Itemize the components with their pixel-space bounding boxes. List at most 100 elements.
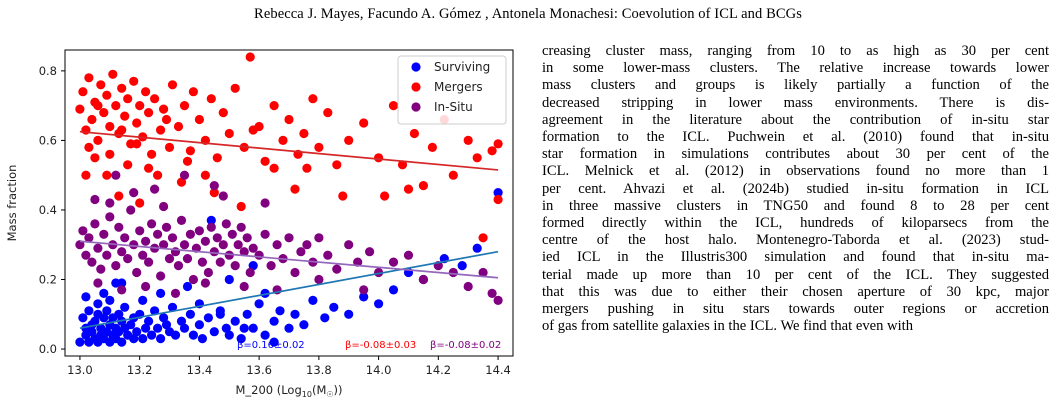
- surviving-point: [457, 261, 467, 271]
- insitu-point: [197, 257, 207, 267]
- surviving-point: [194, 320, 204, 330]
- mergers-point: [75, 104, 85, 114]
- insitu-fit-line: [79, 240, 499, 279]
- insitu-point: [117, 247, 127, 257]
- surviving-point: [117, 337, 127, 347]
- surviving-point: [156, 288, 166, 298]
- x-tick-label: 13.2: [127, 363, 153, 377]
- surviving-legend-marker: [411, 62, 421, 72]
- insitu-point: [242, 233, 252, 243]
- body-text-line: agreement in the literature about the co…: [542, 111, 1049, 128]
- insitu-point: [272, 240, 282, 250]
- y-tick-label: 0.2: [39, 273, 57, 287]
- insitu-point: [141, 236, 151, 246]
- insitu-point: [284, 233, 294, 243]
- insitu-point: [359, 285, 369, 295]
- mergers-point: [245, 52, 255, 62]
- insitu-point: [114, 222, 124, 232]
- running-header: Rebecca J. Mayes, Facundo A. Gómez , Ant…: [254, 6, 802, 22]
- mergers-point: [487, 146, 497, 156]
- axes: 13.0 13.2 13.4 13.6 13.8 14.0 14.2 14.4 0.0 0.2 0.…: [39, 64, 511, 377]
- x-tick-label: 13.6: [246, 363, 272, 377]
- mergers-point: [206, 94, 216, 104]
- insitu-beta-label: β=-0.08±0.02: [430, 340, 501, 351]
- surviving-point: [138, 334, 148, 344]
- insitu-point: [203, 267, 213, 278]
- mergers-point: [302, 163, 312, 173]
- surviving-point: [185, 309, 195, 319]
- mergers-point: [96, 80, 106, 90]
- mergers-point: [493, 194, 503, 205]
- insitu-point: [111, 261, 121, 271]
- surviving-point: [299, 320, 309, 330]
- insitu-point: [173, 261, 184, 271]
- surviving-point: [248, 323, 258, 333]
- surviving-point: [209, 327, 219, 337]
- mergers-point: [338, 191, 348, 201]
- legend: Surviving Mergers In-Situ: [397, 55, 507, 125]
- surviving-point: [78, 313, 88, 323]
- insitu-point: [179, 240, 190, 250]
- body-text-line: formed directly within the ICL, hundreds…: [542, 215, 1049, 232]
- mergers-point: [427, 142, 437, 152]
- surviving-point: [114, 309, 124, 319]
- x-tick-label: 14.0: [366, 363, 392, 377]
- mergers-point: [117, 125, 127, 135]
- body-text-line: in three massive clusters in TNG50 and f…: [542, 197, 1049, 214]
- insitu-point: [147, 219, 157, 229]
- mergers-point: [493, 139, 503, 149]
- insitu-point: [132, 267, 142, 278]
- mergers-point: [84, 73, 94, 83]
- insitu-point: [182, 254, 193, 264]
- surviving-point: [239, 323, 249, 333]
- surviving-point: [170, 330, 181, 340]
- surviving-point: [260, 288, 270, 298]
- insitu-point: [248, 243, 258, 253]
- mergers-point: [323, 108, 333, 118]
- mergers-point: [403, 184, 414, 194]
- body-text-line: ICL. Melnick et al. (2012) in observatio…: [542, 163, 1049, 180]
- surviving-point: [176, 316, 187, 326]
- mergers-point: [132, 139, 142, 149]
- mergers-point: [409, 128, 419, 139]
- mergers-point: [167, 80, 178, 90]
- insitu-point: [102, 250, 112, 260]
- mergers-point: [194, 114, 204, 125]
- insitu-point: [135, 226, 145, 236]
- mergers-beta-label: β=-0.08±0.03: [345, 340, 416, 351]
- insitu-point: [323, 250, 333, 260]
- surviving-point: [90, 316, 100, 326]
- insitu-point: [185, 229, 195, 239]
- mergers-point: [182, 156, 193, 166]
- insitu-point: [448, 267, 458, 278]
- insitu-point: [365, 247, 375, 257]
- mergers-fit-line: [79, 130, 499, 171]
- surviving-point: [159, 313, 169, 323]
- surviving-point: [129, 334, 139, 344]
- surviving-point: [99, 313, 109, 323]
- mergers-point: [230, 83, 240, 93]
- insitu-point: [159, 240, 169, 250]
- insitu-point: [344, 240, 354, 250]
- mergers-point: [78, 87, 88, 97]
- mergers-point: [114, 191, 124, 201]
- mergers-point: [132, 118, 142, 128]
- body-text-line: terial made up more than 10 per cent of …: [542, 266, 1049, 283]
- mergers-point: [397, 160, 408, 170]
- surviving-point: [150, 306, 160, 316]
- mergers-point: [173, 121, 184, 132]
- fit-lines: [79, 130, 499, 330]
- mergers-legend-label: Mergers: [434, 80, 483, 94]
- insitu-point: [75, 240, 85, 250]
- surviving-point: [374, 299, 384, 309]
- surviving-point: [167, 302, 178, 312]
- insitu-point: [200, 236, 210, 246]
- mergers-point: [374, 153, 384, 163]
- mergers-point: [388, 101, 399, 111]
- mergers-point: [344, 135, 354, 145]
- fit-slope-annotations: β=0.16±0.02 β=-0.08±0.03 β=-0.08±0.02: [237, 340, 501, 351]
- body-text-line: creasing cluster mass, ranging from 10 t…: [542, 43, 1049, 59]
- x-axis-label-base: M_200 (Log: [235, 383, 301, 397]
- surviving-point: [179, 323, 190, 333]
- surviving-point: [161, 320, 172, 330]
